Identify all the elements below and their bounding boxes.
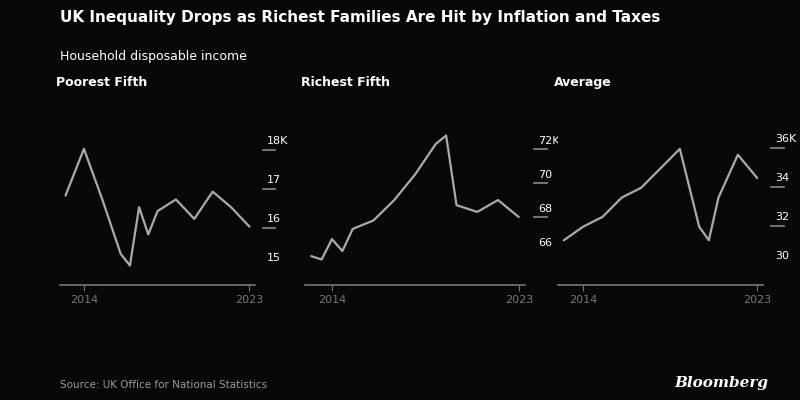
Text: 72K: 72K (538, 136, 560, 146)
Text: 30: 30 (775, 251, 790, 261)
Text: 68: 68 (538, 204, 552, 214)
Text: Poorest Fifth: Poorest Fifth (56, 76, 147, 89)
Text: 36K: 36K (775, 134, 797, 144)
Text: 66: 66 (538, 238, 552, 248)
Text: 32: 32 (775, 212, 790, 222)
Text: 70: 70 (538, 170, 552, 180)
Text: Richest Fifth: Richest Fifth (301, 76, 390, 89)
Text: Source: UK Office for National Statistics: Source: UK Office for National Statistic… (60, 380, 267, 390)
Text: 18K: 18K (266, 136, 288, 146)
Text: Average: Average (554, 76, 612, 89)
Text: Household disposable income: Household disposable income (60, 50, 247, 63)
Text: 15: 15 (266, 253, 281, 263)
Text: UK Inequality Drops as Richest Families Are Hit by Inflation and Taxes: UK Inequality Drops as Richest Families … (60, 10, 660, 25)
Text: 17: 17 (266, 175, 281, 185)
Text: 34: 34 (775, 173, 790, 183)
Text: Bloomberg: Bloomberg (674, 376, 768, 390)
Text: 16: 16 (266, 214, 281, 224)
